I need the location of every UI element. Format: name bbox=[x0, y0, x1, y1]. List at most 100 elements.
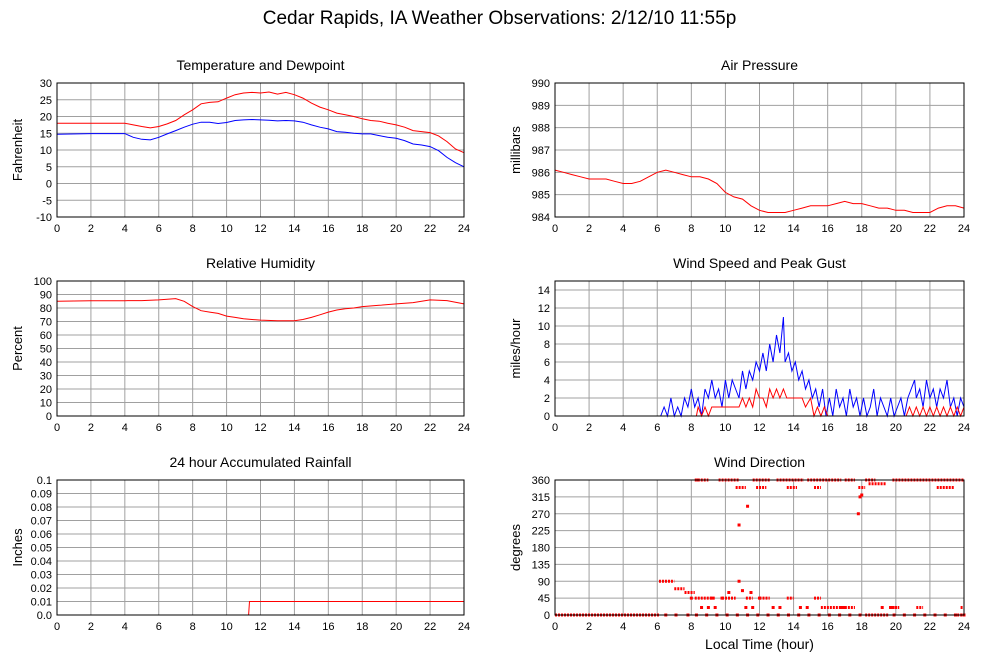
y-tick-label: 8 bbox=[544, 339, 550, 351]
y-tick-label: 30 bbox=[40, 371, 52, 383]
y-tick-label: 0.01 bbox=[31, 597, 52, 609]
x-tick-label: 18 bbox=[356, 223, 368, 235]
y-tick-label: 0.03 bbox=[31, 570, 52, 582]
chart-title: Temperature and Dewpoint bbox=[176, 57, 344, 73]
y-tick-label: 70 bbox=[40, 317, 52, 329]
x-tick-label: 10 bbox=[220, 223, 232, 235]
direction-point bbox=[737, 579, 741, 583]
y-tick-label: 360 bbox=[532, 475, 550, 487]
x-tick-label: 4 bbox=[620, 422, 626, 434]
plot-frame bbox=[554, 280, 965, 417]
plot-frame bbox=[554, 479, 965, 616]
y-tick-label: 30 bbox=[40, 78, 52, 90]
x-tick-label: 22 bbox=[424, 223, 436, 235]
x-tick-label: 18 bbox=[856, 422, 868, 434]
y-tick-label: 10 bbox=[40, 398, 52, 410]
x-tick-label: 22 bbox=[924, 621, 936, 633]
x-tick-label: 6 bbox=[654, 223, 660, 235]
x-tick-label: 12 bbox=[254, 621, 266, 633]
direction-point bbox=[727, 591, 731, 594]
x-tick-label: 16 bbox=[822, 422, 834, 434]
x-tick-label: 6 bbox=[654, 621, 660, 633]
x-tick-label: 24 bbox=[958, 223, 970, 235]
y-axis-label: degrees bbox=[508, 524, 523, 571]
direction-point bbox=[894, 606, 898, 609]
x-tick-label: 12 bbox=[254, 223, 266, 235]
direction-point bbox=[798, 606, 802, 609]
direction-point bbox=[746, 504, 750, 508]
temperature-dewpoint-chart: 0 2 4 6 8 10 12 14 16 18 20 22 24-10-5051015202530Te… bbox=[10, 57, 470, 235]
chart-title: Wind Direction bbox=[714, 454, 805, 470]
y-tick-label: 990 bbox=[532, 78, 550, 90]
x-tick-label: 10 bbox=[220, 621, 232, 633]
x-tick-label: 20 bbox=[390, 422, 402, 434]
air-pressure-chart: 0 2 4 6 8 10 12 14 16 18 20 22 249849859869879889899… bbox=[508, 57, 970, 235]
page-title: Cedar Rapids, IA Weather Observations: 2… bbox=[262, 8, 737, 29]
x-tick-label: 0 bbox=[54, 621, 60, 633]
direction-point bbox=[689, 596, 693, 600]
x-tick-label: 4 bbox=[122, 223, 128, 235]
x-tick-label: 20 bbox=[390, 223, 402, 235]
y-tick-label: 6 bbox=[544, 357, 550, 369]
wind-direction-chart: 0 2 4 6 8 10 12 14 16 18 20 22 240459013518022527031… bbox=[508, 454, 970, 652]
x-tick-label: 10 bbox=[719, 422, 731, 434]
x-tick-label: 12 bbox=[753, 621, 765, 633]
y-axis-label: miles/hour bbox=[508, 318, 523, 379]
y-tick-label: 5 bbox=[46, 162, 52, 174]
x-tick-label: 10 bbox=[719, 621, 731, 633]
y-tick-label: 10 bbox=[40, 145, 52, 157]
direction-point bbox=[758, 596, 761, 600]
x-tick-label: 6 bbox=[654, 422, 660, 434]
plot-frame bbox=[56, 280, 465, 417]
x-tick-label: 12 bbox=[753, 223, 765, 235]
y-tick-label: 315 bbox=[532, 492, 550, 504]
y-axis-label: Inches bbox=[10, 528, 25, 567]
chart-title: Air Pressure bbox=[721, 57, 798, 73]
y-tick-label: 60 bbox=[40, 330, 52, 342]
x-tick-label: 8 bbox=[190, 422, 196, 434]
y-axis-label: millibars bbox=[508, 126, 523, 174]
x-tick-label: 14 bbox=[787, 422, 799, 434]
y-tick-label: 0 bbox=[46, 179, 52, 191]
x-tick-label: 20 bbox=[890, 223, 902, 235]
series-line-blue bbox=[555, 316, 965, 418]
y-tick-label: 25 bbox=[40, 95, 52, 107]
y-tick-label: 50 bbox=[40, 344, 52, 356]
plot-frame bbox=[554, 82, 965, 218]
x-tick-label: 0 bbox=[54, 422, 60, 434]
x-tick-label: 8 bbox=[688, 422, 694, 434]
plot-frame bbox=[56, 82, 465, 218]
y-tick-label: 40 bbox=[40, 357, 52, 369]
x-tick-label: 2 bbox=[88, 422, 94, 434]
y-tick-label: 0 bbox=[544, 610, 550, 622]
x-tick-label: 2 bbox=[586, 223, 592, 235]
x-tick-label: 2 bbox=[88, 621, 94, 633]
y-tick-label: 80 bbox=[40, 303, 52, 315]
y-tick-label: 135 bbox=[532, 559, 550, 571]
x-tick-label: 0 bbox=[54, 223, 60, 235]
direction-point bbox=[890, 606, 894, 609]
x-tick-label: 18 bbox=[856, 223, 868, 235]
chart-title: 24 hour Accumulated Rainfall bbox=[169, 454, 351, 470]
series-line-red bbox=[56, 298, 465, 322]
direction-point bbox=[858, 495, 862, 499]
y-tick-label: 180 bbox=[532, 543, 550, 555]
series-line-red bbox=[554, 169, 965, 213]
rainfall-chart: 0 2 4 6 8 10 12 14 16 18 20 22 240.00.010.020.030.04… bbox=[10, 454, 470, 633]
x-axis-label: Local Time (hour) bbox=[705, 636, 814, 652]
x-tick-label: 12 bbox=[254, 422, 266, 434]
y-tick-label: 90 bbox=[40, 290, 52, 302]
direction-point bbox=[843, 606, 847, 609]
x-tick-label: 16 bbox=[822, 621, 834, 633]
y-tick-label: 0.1 bbox=[37, 475, 52, 487]
x-tick-label: 6 bbox=[156, 422, 162, 434]
y-tick-label: 12 bbox=[538, 303, 550, 315]
x-tick-label: 2 bbox=[586, 422, 592, 434]
x-tick-label: 18 bbox=[856, 621, 868, 633]
y-tick-label: 4 bbox=[544, 375, 550, 387]
y-axis-label: Fahrenheit bbox=[10, 119, 25, 182]
y-tick-label: 10 bbox=[538, 321, 550, 333]
series-line-red bbox=[57, 91, 465, 154]
x-tick-label: 4 bbox=[620, 621, 626, 633]
